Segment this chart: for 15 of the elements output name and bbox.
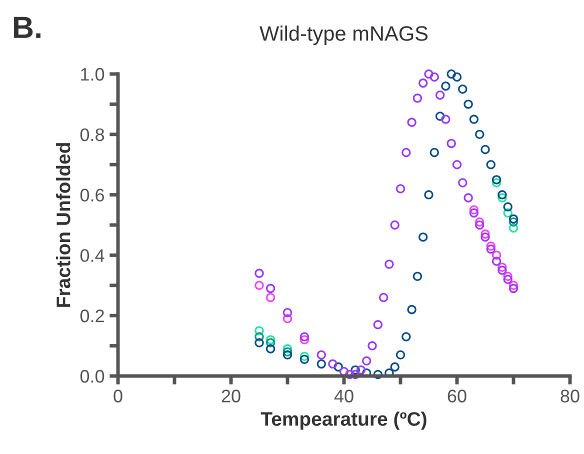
y-tick-label: 0.8 [80,128,104,142]
x-axis-title: Tempearature (ºC) [260,412,426,430]
text: B. [14,16,40,38]
y-axis-title: Fraction Unfolded [56,143,70,307]
y-tick-label: 0.0 [80,370,104,383]
x-tick-label: 60 [448,390,466,402]
x-tick-label: 0 [114,390,122,402]
y-tick-label: 0.6 [80,188,104,202]
y-tick-label: 0.4 [80,249,104,262]
x-tick-label: 20 [222,390,240,402]
x-tick-label: 40 [334,390,354,402]
x-tick-label: 80 [560,390,580,402]
y-tick-label: 0.2 [80,310,104,322]
y-tick-label: 1.0 [81,68,104,81]
chart-title: Wild-type mNAGS [260,26,428,45]
